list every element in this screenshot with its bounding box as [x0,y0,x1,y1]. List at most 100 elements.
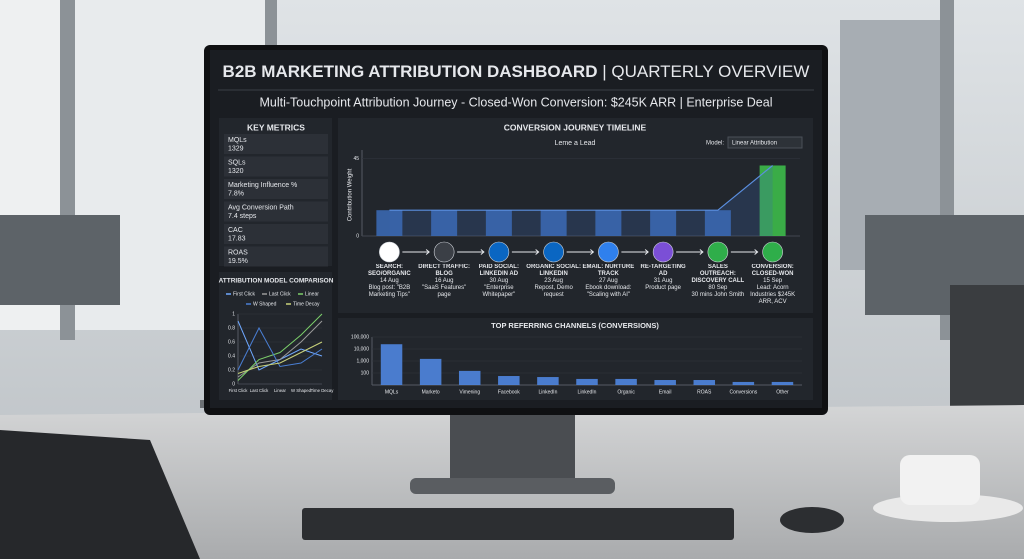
step-title: ORGANIC SOCIAL: LINKEDIN [526,264,581,277]
y-tick-label: 0.6 [228,339,235,345]
y-tick-label: 100 [361,370,370,376]
bar [537,377,559,385]
step-arrow [402,249,430,255]
step-detail: Ebook download: "Scaling with AI" [585,285,632,298]
step-date: 14 Aug [380,278,399,284]
x-tick-label: W Shaped [291,388,312,393]
step-text: SALES OUTREACH: DISCOVERY CALL 80 Sep 30 m… [691,264,746,299]
step-icon [762,241,783,263]
step-text: SEARCH: SEO/ORGANIC 14 Aug Blog post: "B2B… [362,264,417,299]
step-detail: Repost, Demo request [534,285,573,298]
y-tick-label: 100,000 [351,334,369,340]
bar [485,210,512,236]
chair [0,430,200,559]
background-monitor [0,215,120,305]
step-icon [598,241,619,263]
bar [693,380,716,385]
step-icon [652,241,674,263]
mouse [780,507,844,533]
title-suffix: | QUARTERLY OVERVIEW [602,62,809,81]
step-arrow [511,249,540,255]
panel-title: CONVERSION JOURNEY TIMELINE [504,122,647,132]
step-arrow [566,249,595,255]
model-select[interactable] [727,136,803,149]
panel-title: TOP REFERRING CHANNELS (CONVERSIONS) [491,321,659,330]
step-text: DIRECT TRAFFIC: BLOG 16 Aug "SaaS Features… [417,264,472,299]
metric-card [224,156,328,177]
step-title: RE-TARGETING AD [640,264,686,277]
step-detail: 30 mins John Smith [691,292,745,298]
bar [654,380,676,385]
panel [338,118,813,313]
y-tick-label: 10,000 [354,346,370,352]
step-date: 80 Sep [708,285,728,291]
x-tick-label: First Click [229,388,249,393]
metric-value: 7.4 steps [228,213,257,220]
panel [338,318,813,400]
bar [732,381,755,385]
y-tick-label: 0.2 [228,367,235,373]
metric-label: Marketing Influence % [228,182,297,189]
metric-card [224,246,328,267]
x-tick-label: Organic [617,389,635,395]
bar [419,358,442,385]
step-icon [707,241,729,263]
bar [615,378,637,385]
metric-label: CAC [228,227,243,234]
bar [576,378,598,385]
y-tick-label: 0.8 [228,325,235,331]
monitor-stand [450,405,575,485]
step-date: 16 Aug [434,278,454,284]
step-text: PAID SOCIAL: LINKEDIN AD 30 Aug "Enterpris… [472,264,527,299]
series-line [237,313,323,381]
y-tick-label: 1,000 [356,358,369,364]
x-tick-label: Vimening [459,389,480,395]
step-title: PAID SOCIAL: LINKEDIN AD [478,264,519,277]
panel-title: ATTRIBUTION MODEL COMPARISON [219,278,334,285]
panel-title: KEY METRICS [247,122,305,132]
step-date: 23 Aug [544,278,563,284]
step-text: ORGANIC SOCIAL: LINKEDIN 23 Aug Repost, De… [526,264,581,299]
y-tick-label: 1 [232,311,235,317]
x-tick-label: Email [659,389,672,395]
chart-subtitle: Leme a Lead [555,140,596,147]
step-title: SEARCH: SEO/ORGANIC [368,264,411,277]
legend-label: Linear [305,291,319,297]
metric-card [224,134,328,154]
dashboard-title: B2B MARKETING ATTRIBUTION DASHBOARD | QU… [223,62,810,81]
series-line [237,326,323,371]
step-detail: Lead: Acorn Industries $245K ARR, ACV [750,285,796,305]
step-detail: Product page [645,285,681,291]
title-main: B2B MARKETING ATTRIBUTION DASHBOARD [223,62,598,81]
x-tick-label: Linear [274,388,287,393]
step-title: SALES OUTREACH: DISCOVERY CALL [691,264,745,284]
metric-value: 7.8% [228,190,244,197]
cup [900,455,980,505]
metric-value: 19.5% [228,258,248,265]
step-date: 15 Sep [763,278,783,284]
bar [540,210,567,236]
step-arrow [457,249,485,255]
bar [380,344,403,385]
x-tick-label: Time Decay [311,388,335,393]
metric-card [224,179,328,199]
metric-label: MQLs [228,137,247,144]
step-title: CONVERSION: CLOSED-WON [751,264,794,277]
metric-value: 1320 [228,168,244,175]
bar [498,376,520,385]
y-tick-label: 0 [232,381,235,387]
step-detail: Blog post: "B2B Marketing Tips" [368,285,411,298]
bar [458,370,481,385]
x-tick-label: ROAS [697,389,712,395]
bar [595,210,622,236]
step-detail: "SaaS Features" page [421,285,467,298]
